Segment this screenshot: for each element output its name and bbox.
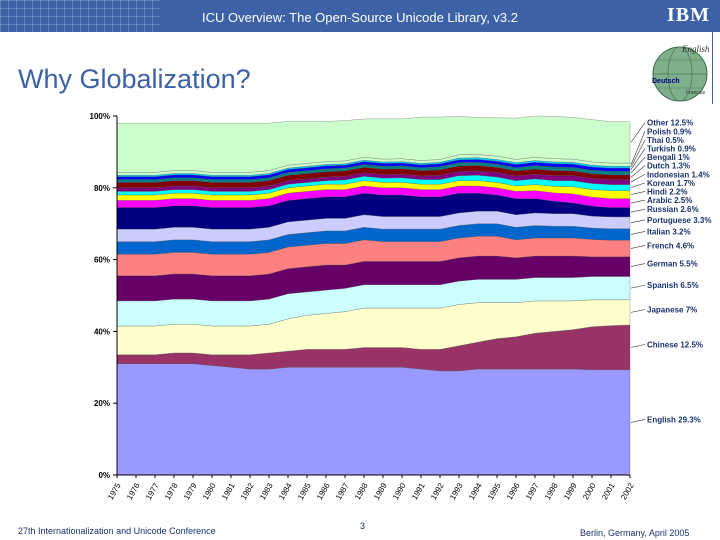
legend-label-korean: Korean 1.7% — [647, 179, 695, 188]
area-other — [116, 115, 631, 173]
legend-leader-line — [630, 131, 646, 165]
x-tick-label: 1989 — [372, 481, 389, 501]
x-tick-label: 1985 — [296, 481, 313, 501]
legend-label-french: French 4.6% — [647, 241, 694, 250]
slide-title: Why Globalization? — [18, 64, 251, 94]
legend-label-japanese: Japanese 7% — [647, 305, 697, 314]
legend-leader-line — [630, 156, 646, 174]
legend-leader-line — [630, 245, 646, 249]
x-tick-label: 1987 — [334, 481, 351, 501]
chart-axes: 0%20%40%60%80%100%1975 1976 1977 1978 1979 19… — [90, 112, 636, 501]
y-tick-label: 60% — [94, 256, 110, 265]
legend-label-arabic: Arabic 2.5% — [647, 196, 692, 205]
globe-label-francais: Français — [686, 90, 706, 96]
header-grid-pattern — [0, 0, 160, 32]
legend-label-italian: Italian 3.2% — [647, 227, 691, 236]
legend-leader-line — [630, 148, 646, 170]
legend-label-turkish: Turkish 0.9% — [647, 144, 696, 153]
x-tick-label: 1991 — [410, 481, 427, 501]
legend-label-english: English 29.3% — [647, 415, 701, 424]
x-tick-label: 1995 — [486, 481, 503, 501]
legend-leader-line — [630, 165, 646, 178]
x-tick-label: 1981 — [220, 481, 237, 501]
legend-leader-line — [630, 139, 646, 168]
presentation-title: ICU Overview: The Open-Source Unicode Li… — [202, 10, 518, 25]
y-tick-label: 80% — [94, 184, 110, 193]
legend-leader-line — [630, 231, 646, 235]
legend-leader-line — [630, 419, 646, 423]
legend-leader-line — [630, 182, 646, 188]
legend-label-hindi: Hindi 2.2% — [647, 187, 687, 196]
slide-header: ICU Overview: The Open-Source Unicode Li… — [0, 0, 720, 32]
x-tick-label: 1988 — [353, 481, 370, 501]
legend-leader-line — [630, 191, 646, 195]
x-tick-label: 1977 — [144, 481, 161, 501]
x-tick-label: 1978 — [163, 481, 180, 501]
footer-conference: 27th Internationalization and Unicode Co… — [18, 526, 216, 536]
legend-label-polish: Polish 0.9% — [647, 127, 691, 136]
legend-label-bengali: Bengali 1% — [647, 153, 690, 162]
legend-leader-line — [630, 263, 646, 267]
globe-icon: Deutsch English Français — [652, 44, 710, 102]
y-tick-label: 40% — [94, 327, 110, 336]
x-tick-label: 1993 — [448, 481, 465, 501]
x-tick-label: 1997 — [524, 481, 541, 501]
x-tick-label: 1998 — [543, 481, 560, 501]
globe-label-english: English — [681, 44, 710, 54]
legend-label-thai: Thai 0.5% — [647, 136, 684, 145]
x-tick-label: 1976 — [125, 481, 142, 501]
x-tick-label: 2001 — [600, 481, 617, 501]
legend-leader-line — [630, 208, 646, 213]
legend-label-german: German 5.5% — [647, 260, 698, 269]
legend-leader-line — [630, 219, 646, 224]
x-tick-label: 1975 — [106, 481, 123, 501]
legend-label-other: Other 12.5% — [647, 119, 693, 128]
legend-leader-line — [630, 284, 646, 289]
x-tick-label: 1999 — [562, 481, 579, 501]
legend-leader-line — [630, 344, 646, 348]
x-tick-label: 1982 — [239, 481, 256, 501]
legend-leader-line — [630, 309, 646, 313]
ibm-logo: IBM — [667, 4, 710, 26]
globe-label-deutsch: Deutsch — [652, 78, 680, 85]
x-tick-label: 1994 — [467, 481, 484, 501]
x-tick-label: 1996 — [505, 481, 522, 501]
legend-leader-line — [630, 199, 646, 204]
header-divider — [712, 32, 713, 104]
x-tick-label: 1992 — [429, 481, 446, 501]
x-tick-label: 1980 — [201, 481, 218, 501]
footer-location-date: Berlin, Germany, April 2005 — [580, 528, 690, 538]
x-tick-label: 2002 — [619, 481, 636, 501]
legend-leader-line — [630, 122, 646, 143]
legend-label-spanish: Spanish 6.5% — [647, 281, 699, 290]
legend-label-indonesian: Indonesian 1.4% — [647, 170, 710, 179]
chart-legend-labels: English 29.3% Chinese 12.5% Japanese 7% Spa… — [630, 119, 711, 424]
y-tick-label: 100% — [90, 112, 110, 121]
page-number: 3 — [360, 521, 366, 531]
x-tick-label: 1986 — [315, 481, 332, 501]
x-tick-label: 2000 — [581, 481, 598, 501]
legend-label-chinese: Chinese 12.5% — [647, 340, 703, 349]
legend-label-dutch: Dutch 1.3% — [647, 162, 690, 171]
legend-leader-line — [630, 173, 646, 183]
x-tick-label: 1990 — [391, 481, 408, 501]
area-english — [116, 363, 631, 476]
x-tick-label: 1983 — [258, 481, 275, 501]
x-tick-label: 1979 — [182, 481, 199, 501]
legend-label-portuguese: Portuguese 3.3% — [647, 216, 711, 225]
y-tick-label: 20% — [94, 399, 110, 408]
y-tick-label: 0% — [98, 471, 110, 480]
chart-layers — [116, 115, 631, 476]
x-tick-label: 1984 — [277, 481, 294, 501]
legend-label-russian: Russian 2.6% — [647, 205, 699, 214]
